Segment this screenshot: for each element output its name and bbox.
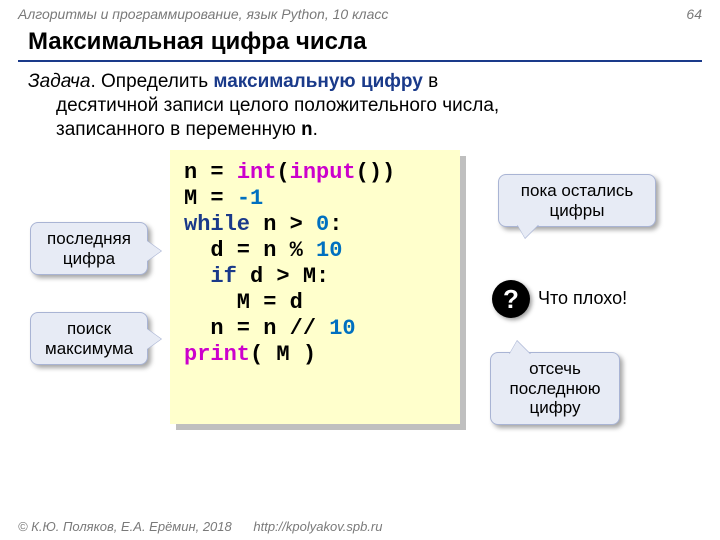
page-title: Максимальная цифра числа xyxy=(0,26,720,60)
footer: © К.Ю. Поляков, Е.А. Ерёмин, 2018 http:/… xyxy=(0,513,720,540)
title-rule xyxy=(18,60,702,62)
question-label: Что плохо! xyxy=(538,288,627,309)
question-badge: ? xyxy=(492,280,530,318)
task-line2: десятичной записи целого положительного … xyxy=(28,94,692,118)
copyright: © К.Ю. Поляков, Е.А. Ерёмин, 2018 xyxy=(18,519,232,534)
question-mark-icon: ? xyxy=(503,284,519,315)
task-before-key: . Определить xyxy=(90,71,213,92)
callout-last-digit: последняя цифра xyxy=(30,222,148,275)
task-lead: Задача xyxy=(28,71,90,92)
task-line3: записанного в переменную n. xyxy=(28,118,692,143)
callout-tail xyxy=(509,341,531,355)
header-bar: Алгоритмы и программирование, язык Pytho… xyxy=(0,0,720,26)
page-number: 64 xyxy=(686,6,702,22)
course-label: Алгоритмы и программирование, язык Pytho… xyxy=(18,6,388,22)
callout-tail xyxy=(147,241,161,261)
stage: n = int(input()) M = -1 while n > 0: d =… xyxy=(0,142,720,486)
callout-while-digits: пока остались цифры xyxy=(498,174,656,227)
callout-find-max: поиск максимума xyxy=(30,312,148,365)
task-key: максимальную цифру xyxy=(213,71,422,92)
footer-link[interactable]: http://kpolyakov.spb.ru xyxy=(253,519,382,534)
task-var: n xyxy=(301,119,312,141)
task-after-key-1: в xyxy=(423,71,438,92)
callout-tail xyxy=(517,224,539,238)
callout-cut-last: отсечь последнюю цифру xyxy=(490,352,620,425)
task-text: Задача. Определить максимальную цифру в … xyxy=(0,70,720,142)
callout-tail xyxy=(147,329,161,349)
code-box: n = int(input()) M = -1 while n > 0: d =… xyxy=(170,150,460,424)
